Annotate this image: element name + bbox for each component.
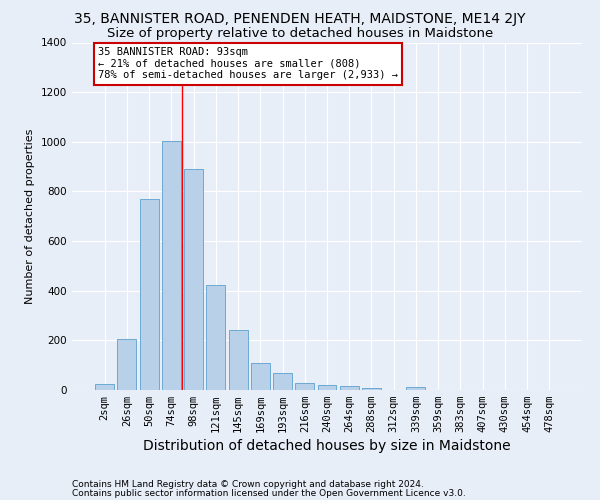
Bar: [362, 388, 381, 390]
Text: 35 BANNISTER ROAD: 93sqm
← 21% of detached houses are smaller (808)
78% of semi-: 35 BANNISTER ROAD: 93sqm ← 21% of detach…: [98, 47, 398, 80]
Bar: [184, 169, 203, 390]
Bar: [340, 386, 359, 390]
Bar: [406, 387, 425, 390]
Bar: [162, 140, 181, 390]
Bar: [295, 384, 314, 390]
Bar: [118, 339, 136, 390]
Bar: [317, 384, 337, 390]
Bar: [229, 330, 248, 390]
Bar: [273, 372, 292, 390]
Y-axis label: Number of detached properties: Number of detached properties: [25, 128, 35, 304]
Text: Size of property relative to detached houses in Maidstone: Size of property relative to detached ho…: [107, 28, 493, 40]
X-axis label: Distribution of detached houses by size in Maidstone: Distribution of detached houses by size …: [143, 440, 511, 454]
Text: Contains public sector information licensed under the Open Government Licence v3: Contains public sector information licen…: [72, 488, 466, 498]
Text: Contains HM Land Registry data © Crown copyright and database right 2024.: Contains HM Land Registry data © Crown c…: [72, 480, 424, 489]
Bar: [206, 284, 225, 390]
Bar: [140, 199, 158, 390]
Bar: [95, 384, 114, 390]
Bar: [251, 362, 270, 390]
Text: 35, BANNISTER ROAD, PENENDEN HEATH, MAIDSTONE, ME14 2JY: 35, BANNISTER ROAD, PENENDEN HEATH, MAID…: [74, 12, 526, 26]
